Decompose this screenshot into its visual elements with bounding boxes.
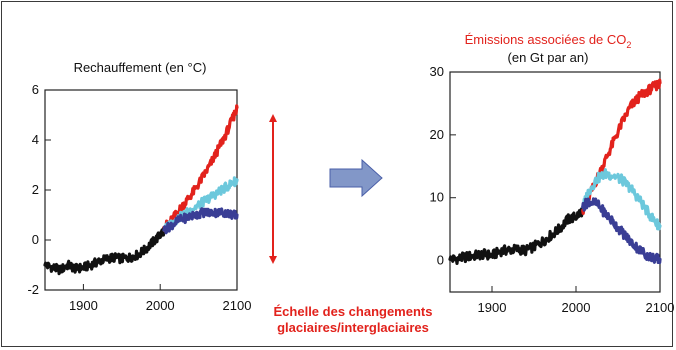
warming-y-tick-label: 0 — [32, 232, 39, 247]
warming-chart: Rechauffement (en °C) 1900 2000 2100 -2 0 2 4 6 — [27, 60, 251, 313]
emissions-y-tick-label: 30 — [430, 64, 444, 79]
emissions-y-tick-label: 20 — [430, 127, 444, 142]
emissions-series-line-0 — [448, 206, 585, 265]
warming-plot-frame — [44, 89, 238, 291]
warming-x-tick-label: 1900 — [69, 298, 98, 313]
warming-x-tick-label: 2000 — [146, 298, 175, 313]
warming-y-tick-label: 6 — [32, 82, 39, 97]
warming-chart-title: Rechauffement (en °C) — [74, 60, 207, 75]
emissions-x-tick-label: 1900 — [478, 300, 507, 315]
emissions-plot-frame — [449, 71, 661, 293]
emissions-x-tick-label: 2100 — [646, 300, 675, 315]
emissions-y-tick-label: 10 — [430, 190, 444, 205]
emissions-x-tick-label: 2000 — [562, 300, 591, 315]
emissions-chart-subtitle: (en Gt par an) — [508, 50, 589, 65]
warming-y-tick-label: 2 — [32, 182, 39, 197]
emissions-series-line-3 — [581, 197, 662, 265]
emissions-chart-title: Émissions associées de CO2 — [465, 32, 632, 50]
warming-series-line-1 — [162, 104, 239, 233]
emissions-chart: Émissions associées de CO2 (en Gt par an… — [430, 32, 675, 315]
emissions-y-tick-label: 0 — [437, 253, 444, 268]
emissions-series-line-2 — [581, 168, 662, 231]
warming-y-tick-label: -2 — [27, 282, 39, 297]
warming-series-line-3 — [162, 207, 239, 235]
warming-y-tick-label: 4 — [32, 132, 39, 147]
scale-label-line1: Échelle des changements — [274, 304, 433, 319]
right-arrow-icon — [329, 158, 383, 198]
glacial-scale-indicator: Échelle des changements glaciaires/inter… — [269, 114, 433, 335]
emissions-series-line-1 — [581, 78, 662, 215]
warming-series-line-0 — [43, 226, 166, 276]
warming-x-tick-label: 2100 — [223, 298, 252, 313]
scale-label-line2: glaciaires/interglaciaires — [277, 320, 429, 335]
